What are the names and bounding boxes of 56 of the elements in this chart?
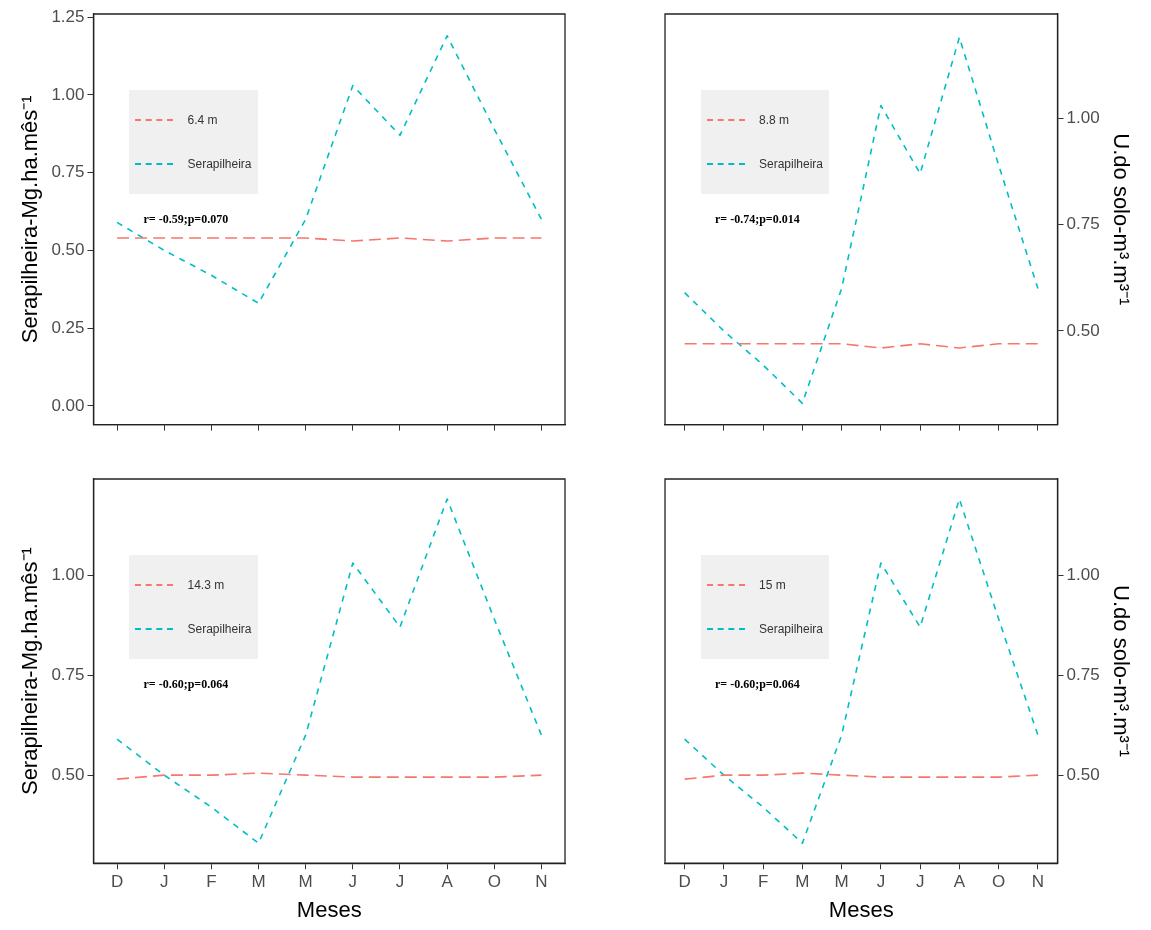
x-tick-label: O	[487, 872, 501, 892]
y-tick-label: 1.00	[51, 564, 85, 584]
x-tick-label: M	[298, 872, 313, 892]
x-tick-label: J	[915, 872, 925, 892]
x-tick-label: J	[876, 872, 886, 892]
y-tick-label: 0.75	[51, 664, 85, 684]
x-tick-label: A	[953, 872, 966, 892]
y-axis-title: Serapilheira-Mg.ha.mês⁻¹	[17, 547, 43, 796]
x-tick-label: F	[757, 872, 769, 892]
legend-label: 14.3 m	[187, 578, 225, 592]
annotation: r= -0.74;p=0.014	[715, 212, 800, 227]
line-series	[116, 498, 543, 844]
y-tick-label: 0.50	[51, 240, 85, 260]
y2-axis-title: U.do solo-m³.m³⁻¹	[1108, 585, 1134, 758]
x-tick-label: D	[678, 872, 691, 892]
x-tick-label: N	[1031, 872, 1045, 892]
y-axis-title: Serapilheira-Mg.ha.mês⁻¹	[17, 95, 43, 344]
x-tick-label: N	[535, 872, 548, 892]
x-axis-title: Meses	[828, 896, 894, 922]
legend-label: Serapilheira	[187, 622, 252, 636]
y-tick-label: 0.75	[1066, 214, 1100, 234]
x-tick-label: O	[992, 872, 1006, 892]
line-series	[683, 772, 1039, 780]
x-tick-label: A	[441, 872, 454, 892]
annotation: r= -0.60;p=0.064	[715, 677, 800, 692]
x-tick-label: F	[206, 872, 217, 892]
annotation: r= -0.60;p=0.064	[143, 677, 229, 692]
x-tick-label: M	[834, 872, 849, 892]
legend-label: 6.4 m	[187, 113, 218, 127]
line-series	[683, 36, 1039, 405]
legend-label: 8.8 m	[759, 113, 790, 127]
legend-label: Serapilheira	[187, 157, 252, 171]
line-series	[116, 34, 543, 305]
x-tick-label: D	[110, 872, 124, 892]
annotation: r= -0.59;p=0.070	[143, 212, 229, 227]
y-tick-label: 0.50	[1066, 320, 1100, 340]
x-tick-label: M	[795, 872, 810, 892]
legend-label: Serapilheira	[759, 157, 824, 171]
x-tick-label: J	[719, 872, 729, 892]
y-tick-label: 0.75	[51, 162, 85, 182]
legend-label: Serapilheira	[759, 622, 824, 636]
x-tick-label: J	[395, 872, 405, 892]
y-tick-label: 0.50	[51, 764, 85, 784]
line-series	[683, 498, 1039, 844]
x-tick-label: M	[251, 872, 266, 892]
y-tick-label: 1.25	[51, 6, 85, 26]
y-tick-label: 1.00	[51, 84, 85, 104]
line-series	[116, 772, 543, 780]
x-tick-label: J	[348, 872, 358, 892]
legend-label: 15 m	[759, 578, 786, 592]
x-tick-label: J	[159, 872, 169, 892]
y-tick-label: 0.25	[51, 317, 85, 337]
y-tick-label: 0.00	[51, 395, 85, 415]
x-axis-title: Meses	[296, 896, 362, 922]
y-tick-label: 1.00	[1066, 107, 1100, 127]
y-axis-title: U.do solo-m³.m³⁻¹	[1108, 133, 1134, 306]
